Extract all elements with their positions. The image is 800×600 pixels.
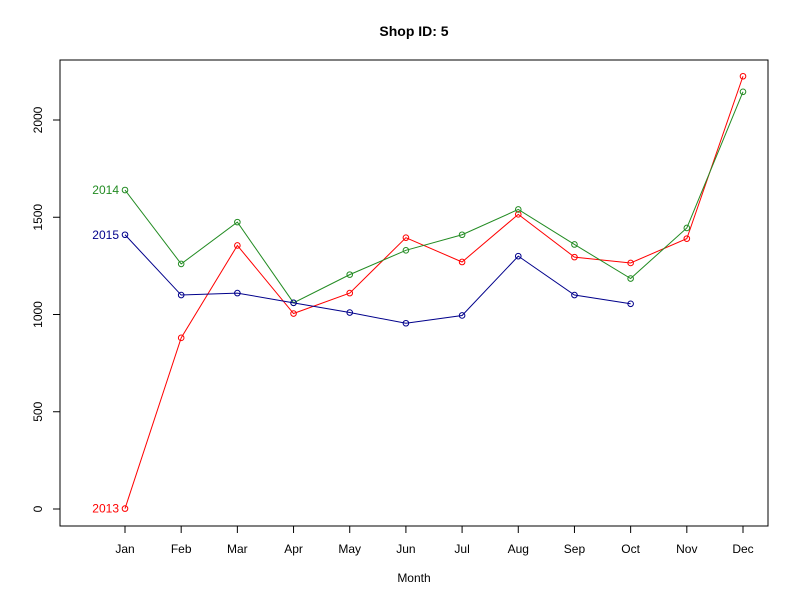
y-tick-label: 1000 xyxy=(31,301,45,328)
data-point xyxy=(514,211,522,218)
data-point xyxy=(290,299,297,307)
x-tick-label: Jun xyxy=(396,542,415,556)
data-point xyxy=(458,258,466,266)
x-tick-label: Jul xyxy=(454,542,469,556)
y-tick-label: 1500 xyxy=(31,204,45,231)
data-point xyxy=(514,206,522,213)
series-line xyxy=(124,91,744,304)
data-point xyxy=(346,309,354,316)
data-point xyxy=(177,334,185,342)
data-point xyxy=(234,218,241,226)
x-tick-label: Oct xyxy=(621,542,640,556)
data-point xyxy=(683,224,691,232)
data-point xyxy=(121,186,129,194)
y-axis: 0 500 1000 1500 2000 xyxy=(31,106,61,512)
x-axis: Jan Feb Mar Apr May Jun Jul Aug Sep Oct Nov Dec xyxy=(115,525,754,556)
data-point xyxy=(571,291,578,299)
x-tick-label: Feb xyxy=(171,542,192,556)
series-label: 2014 xyxy=(92,183,119,197)
data-point xyxy=(514,252,522,260)
data-point xyxy=(402,247,410,254)
series-label: 2015 xyxy=(92,228,119,242)
y-tick-label: 500 xyxy=(31,401,45,421)
data-point xyxy=(234,242,241,249)
chart-title: Shop ID: 5 xyxy=(379,23,448,39)
data-point xyxy=(346,271,354,278)
x-tick-label: May xyxy=(338,542,361,556)
x-tick-label: Nov xyxy=(676,542,697,556)
data-point xyxy=(121,505,129,512)
data-point xyxy=(177,291,185,299)
data-point xyxy=(571,241,578,248)
data-point xyxy=(402,319,410,327)
series-line xyxy=(124,76,744,509)
data-point xyxy=(458,231,466,239)
series-line xyxy=(124,234,631,324)
series-label: 2013 xyxy=(92,502,119,516)
data-point xyxy=(346,289,354,297)
y-tick-label: 0 xyxy=(31,505,45,512)
data-point xyxy=(739,88,747,96)
y-tick-label: 2000 xyxy=(31,106,45,133)
x-tick-label: Mar xyxy=(227,542,248,556)
plot-frame xyxy=(59,59,769,527)
series-layer: 2013 2014 2015 xyxy=(92,72,747,516)
x-tick-label: Apr xyxy=(284,542,303,556)
data-point xyxy=(290,310,297,317)
series-2015: 2015 xyxy=(92,228,634,327)
series-2013: 2013 xyxy=(92,72,747,516)
data-point xyxy=(627,259,634,267)
x-tick-label: Dec xyxy=(732,542,753,556)
data-point xyxy=(627,275,634,282)
x-tick-label: Jan xyxy=(115,542,134,556)
data-point xyxy=(458,312,466,319)
data-point xyxy=(402,234,410,241)
data-point xyxy=(627,300,634,308)
data-point xyxy=(121,231,129,239)
data-point xyxy=(683,235,691,242)
data-point xyxy=(177,260,185,268)
x-tick-label: Sep xyxy=(564,542,586,556)
x-axis-label: Month xyxy=(397,571,430,585)
x-tick-label: Aug xyxy=(508,542,529,556)
series-2014: 2014 xyxy=(92,88,747,307)
data-point xyxy=(739,72,747,80)
data-point xyxy=(234,289,241,297)
data-point xyxy=(571,253,578,261)
